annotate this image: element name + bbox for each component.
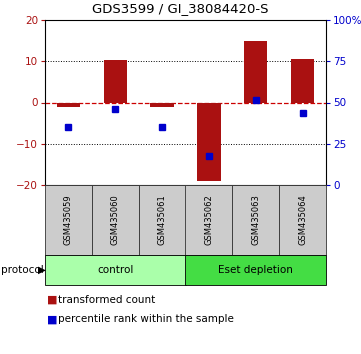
Bar xyxy=(232,185,279,255)
Bar xyxy=(45,255,186,285)
Bar xyxy=(186,255,326,285)
Bar xyxy=(186,185,232,255)
Text: GSM435063: GSM435063 xyxy=(251,195,260,245)
Text: GDS3599 / GI_38084420-S: GDS3599 / GI_38084420-S xyxy=(92,2,269,15)
Text: ■: ■ xyxy=(47,295,57,305)
Bar xyxy=(92,185,139,255)
Bar xyxy=(57,103,80,107)
Text: GSM435061: GSM435061 xyxy=(158,195,166,245)
Text: protocol: protocol xyxy=(1,265,44,275)
Bar xyxy=(291,59,314,103)
Text: percentile rank within the sample: percentile rank within the sample xyxy=(58,314,234,325)
Text: GSM435064: GSM435064 xyxy=(298,195,307,245)
Text: ■: ■ xyxy=(47,314,57,325)
Text: transformed count: transformed count xyxy=(58,295,155,305)
Bar xyxy=(45,185,92,255)
Bar xyxy=(244,41,268,103)
Text: control: control xyxy=(97,265,134,275)
Text: ▶: ▶ xyxy=(38,265,46,275)
Text: GSM435060: GSM435060 xyxy=(111,195,120,245)
Text: Eset depletion: Eset depletion xyxy=(218,265,293,275)
Bar xyxy=(139,185,186,255)
Bar xyxy=(279,185,326,255)
Text: GSM435059: GSM435059 xyxy=(64,195,73,245)
Bar xyxy=(151,103,174,108)
Bar xyxy=(197,103,221,181)
Bar xyxy=(104,61,127,103)
Text: GSM435062: GSM435062 xyxy=(204,195,213,245)
